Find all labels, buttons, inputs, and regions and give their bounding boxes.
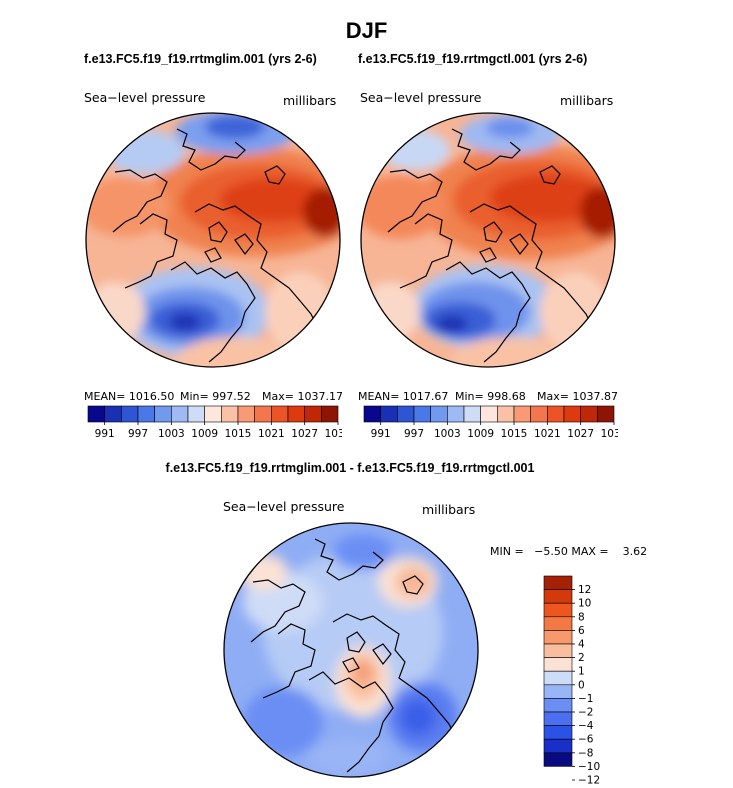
panel3-colorbar-box: [543, 725, 573, 740]
panel2-colorbar-label: 1003: [434, 428, 461, 440]
panel3-units-label: millibars: [422, 502, 476, 517]
panel2-colorbar-label: 1009: [467, 428, 494, 440]
panel3-colorbar-box: [543, 602, 573, 618]
panel3-colorbar-box: [543, 684, 573, 699]
panel3-colorbar-box: [543, 643, 573, 658]
panel3-colorbar-label: −8: [578, 747, 593, 759]
panel1-title: f.e13.FC5.f19_f19.rrtmglim.001 (yrs 2-6): [84, 52, 317, 66]
panel2-colorbar-box: [363, 405, 381, 423]
panel2-colorbar-box: [430, 405, 448, 423]
panel3-map: [223, 522, 479, 778]
panel2-colorbar-label: 1027: [567, 428, 594, 440]
panel1-colorbar-box: [204, 405, 222, 423]
panel1-colorbar-box: [287, 405, 305, 423]
panel3-colorbar-label: 1: [578, 666, 585, 678]
panel2-colorbar: 991 997 1003 1009 1015 1021 1027 1033: [363, 405, 618, 440]
panel2-colorbar-box: [513, 405, 531, 423]
panel2-colorbar-box: [463, 405, 481, 423]
panel2-colorbar-box: [497, 405, 515, 423]
panel2-colorbar-box: [547, 405, 565, 423]
panel2-title: f.e13.FC5.f19_f19.rrtmgctl.001 (yrs 2-6): [358, 52, 588, 66]
panel1-colorbar-label: 1015: [225, 428, 252, 440]
panel2-colorbar-box: [563, 405, 581, 423]
panel3-colorbar-label: 12: [578, 584, 591, 596]
panel1-colorbar-label: 1033: [325, 428, 342, 440]
panel3-colorbar-box: [543, 711, 573, 726]
panel1-colorbar-box: [154, 405, 172, 423]
panel3-colorbar-label: 8: [578, 611, 585, 623]
panel1-colorbar-box: [121, 405, 139, 423]
panel3-colorbar-label: −6: [578, 734, 594, 746]
panel3-colorbar-box: [543, 589, 573, 604]
panel2-max: Max= 1037.87: [537, 390, 618, 403]
panel3-colorbar-label: −10: [578, 761, 600, 773]
panel2-min: Min= 998.68: [455, 390, 526, 403]
panel1-colorbar-box: [171, 405, 189, 423]
panel3-title: f.e13.FC5.f19_f19.rrtmglim.001 - f.e13.F…: [165, 461, 535, 475]
panel3-colorbar-box: [543, 616, 573, 631]
panel2-colorbar-box: [413, 405, 431, 423]
panel2-colorbar-label: 1021: [534, 428, 561, 440]
panel2-units-label: millibars: [560, 93, 614, 108]
panel2-mean: MEAN= 1017.67: [358, 390, 449, 403]
panel1-colorbar-label: 997: [128, 428, 148, 440]
panel2-colorbar-box: [597, 405, 615, 423]
panel3-colorbar-label: 4: [578, 639, 585, 651]
panel1-units-label: millibars: [283, 93, 337, 108]
panel2-colorbar-box: [580, 405, 598, 423]
panel1-colorbar-box: [137, 405, 155, 423]
panel1-variable-label: Sea−level pressure: [84, 90, 206, 105]
panel1-colorbar-box: [271, 405, 289, 423]
panel1-mean: MEAN= 1016.50: [84, 390, 175, 403]
panel3-colorbar-label: −12: [578, 775, 600, 785]
panel1-colorbar-box: [254, 405, 272, 423]
panel1-colorbar-box: [321, 405, 339, 423]
panel1-colorbar-box: [104, 405, 122, 423]
panel1-colorbar-label: 1009: [191, 428, 218, 440]
panel1-colorbar-box: [304, 405, 322, 423]
panel1-colorbar: 991 997 1003 1009 1015 1021 1027 1033: [87, 405, 342, 440]
panel2-colorbar-box: [447, 405, 465, 423]
figure-title: DJF: [345, 18, 388, 43]
panel3-colorbar-label: −4: [578, 720, 594, 732]
panel2-colorbar-box: [530, 405, 548, 423]
panel3-colorbar-box: [543, 670, 573, 686]
panel1-min: Min= 997.52: [180, 390, 251, 403]
panel1-colorbar-label: 1021: [258, 428, 285, 440]
panel1-colorbar-label: 1027: [291, 428, 318, 440]
panel2-colorbar-label: 1015: [501, 428, 528, 440]
panel3-variable-label: Sea−level pressure: [223, 499, 345, 514]
panel1-colorbar-box: [237, 405, 255, 423]
panel3-colorbar-label: 2: [578, 652, 585, 664]
panel1-map: [85, 112, 341, 368]
panel1-colorbar-label: 991: [95, 428, 115, 440]
panel1-colorbar-box: [221, 405, 239, 423]
panel2-colorbar-box: [397, 405, 415, 423]
panel3-colorbar-box: [543, 752, 573, 767]
panel3-colorbar-box: [543, 630, 573, 645]
panel3-colorbar-box: [543, 657, 573, 672]
panel3-colorbar-label: 10: [578, 598, 591, 610]
panel2-colorbar-box: [380, 405, 398, 423]
panel2-colorbar-label: 991: [371, 428, 391, 440]
panel2-colorbar-label: 1033: [601, 428, 618, 440]
panel1-colorbar-box: [187, 405, 205, 423]
panel1-max: Max= 1037.17: [262, 390, 343, 403]
panel3-minmax: MIN = −5.50 MAX = 3.62: [490, 545, 648, 558]
panel3-colorbar-box: [543, 698, 573, 713]
panel3-colorbar-label: 6: [578, 625, 585, 637]
panel1-colorbar-label: 1003: [158, 428, 185, 440]
panel3-colorbar-label: −2: [578, 707, 593, 719]
panel2-colorbar-label: 997: [404, 428, 424, 440]
panel3-colorbar-label: −1: [578, 693, 593, 705]
panel2-colorbar-box: [480, 405, 498, 423]
panel3-colorbar-label: 0: [578, 679, 585, 691]
panel3-colorbar-box: [543, 575, 573, 590]
panel2-variable-label: Sea−level pressure: [360, 90, 482, 105]
panel3-colorbar-box: [543, 738, 573, 754]
panel1-colorbar-box: [87, 405, 105, 423]
panel2-map: [360, 112, 616, 368]
